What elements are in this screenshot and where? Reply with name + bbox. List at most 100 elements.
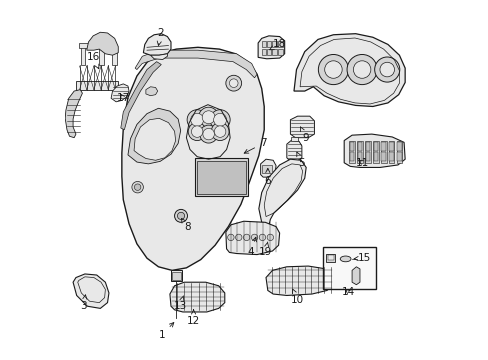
Circle shape — [353, 61, 370, 78]
Text: 17: 17 — [117, 93, 130, 103]
Text: 3: 3 — [81, 295, 87, 311]
Polygon shape — [112, 51, 117, 65]
Circle shape — [259, 234, 265, 240]
Text: 14: 14 — [341, 287, 354, 297]
FancyBboxPatch shape — [325, 254, 335, 262]
FancyBboxPatch shape — [278, 41, 282, 47]
Circle shape — [229, 79, 238, 87]
Polygon shape — [111, 84, 129, 102]
FancyBboxPatch shape — [172, 272, 181, 280]
FancyBboxPatch shape — [349, 152, 353, 161]
FancyBboxPatch shape — [266, 41, 270, 47]
Polygon shape — [73, 274, 109, 309]
Circle shape — [187, 110, 207, 130]
Polygon shape — [150, 54, 167, 59]
FancyBboxPatch shape — [380, 141, 386, 163]
FancyBboxPatch shape — [364, 141, 370, 163]
Polygon shape — [225, 221, 279, 255]
FancyBboxPatch shape — [266, 49, 270, 55]
Circle shape — [379, 62, 394, 77]
FancyBboxPatch shape — [396, 152, 401, 161]
FancyBboxPatch shape — [365, 142, 369, 151]
Polygon shape — [86, 32, 118, 55]
Polygon shape — [351, 267, 359, 285]
Circle shape — [213, 113, 226, 126]
Circle shape — [227, 234, 234, 240]
Circle shape — [132, 181, 143, 193]
Circle shape — [243, 234, 249, 240]
Polygon shape — [99, 45, 104, 65]
FancyBboxPatch shape — [262, 165, 272, 173]
Text: 7: 7 — [244, 139, 266, 153]
Polygon shape — [121, 62, 161, 130]
Text: 19: 19 — [258, 242, 271, 257]
Circle shape — [346, 54, 376, 85]
Polygon shape — [286, 140, 301, 161]
FancyBboxPatch shape — [348, 141, 354, 163]
FancyBboxPatch shape — [322, 247, 376, 289]
FancyBboxPatch shape — [278, 49, 282, 55]
Polygon shape — [258, 36, 284, 59]
Circle shape — [191, 126, 203, 137]
Text: 13: 13 — [173, 296, 186, 311]
FancyBboxPatch shape — [381, 152, 385, 161]
Text: 15: 15 — [353, 253, 370, 263]
FancyBboxPatch shape — [365, 152, 369, 161]
FancyBboxPatch shape — [261, 41, 265, 47]
Circle shape — [202, 111, 215, 124]
Circle shape — [324, 61, 342, 78]
Polygon shape — [290, 116, 314, 138]
Polygon shape — [145, 87, 158, 96]
FancyBboxPatch shape — [357, 142, 362, 151]
FancyBboxPatch shape — [388, 141, 394, 163]
Text: 9: 9 — [300, 127, 308, 143]
FancyBboxPatch shape — [327, 255, 333, 260]
Text: 6: 6 — [264, 168, 270, 186]
Text: 16: 16 — [86, 52, 100, 69]
Circle shape — [210, 110, 230, 130]
Polygon shape — [122, 47, 264, 270]
Text: 4: 4 — [247, 237, 256, 257]
FancyBboxPatch shape — [396, 141, 402, 163]
Polygon shape — [265, 266, 333, 296]
Polygon shape — [79, 43, 90, 48]
Text: 5: 5 — [296, 152, 305, 168]
Polygon shape — [65, 90, 82, 138]
FancyBboxPatch shape — [373, 152, 377, 161]
Text: 8: 8 — [181, 219, 190, 232]
FancyBboxPatch shape — [381, 142, 385, 151]
FancyBboxPatch shape — [372, 141, 378, 163]
Polygon shape — [76, 81, 118, 90]
FancyBboxPatch shape — [349, 142, 353, 151]
Circle shape — [211, 123, 228, 140]
Circle shape — [199, 125, 217, 143]
Circle shape — [198, 107, 218, 127]
Circle shape — [203, 129, 214, 140]
Text: 18: 18 — [269, 40, 285, 50]
Text: 10: 10 — [290, 289, 304, 305]
Circle shape — [374, 57, 399, 82]
FancyBboxPatch shape — [396, 142, 401, 151]
Polygon shape — [134, 118, 175, 160]
Polygon shape — [143, 34, 171, 55]
FancyBboxPatch shape — [290, 137, 297, 141]
Circle shape — [266, 234, 273, 240]
FancyBboxPatch shape — [171, 270, 182, 281]
Polygon shape — [344, 134, 405, 167]
FancyBboxPatch shape — [272, 49, 276, 55]
Text: 11: 11 — [355, 158, 369, 168]
Polygon shape — [293, 34, 405, 107]
Circle shape — [214, 126, 225, 137]
Polygon shape — [260, 159, 276, 177]
Text: 12: 12 — [186, 310, 200, 325]
Circle shape — [318, 54, 348, 85]
Circle shape — [225, 75, 241, 91]
Polygon shape — [128, 108, 180, 164]
Circle shape — [174, 210, 187, 222]
FancyBboxPatch shape — [357, 152, 362, 161]
Circle shape — [190, 113, 203, 126]
Text: 2: 2 — [157, 28, 164, 45]
Circle shape — [251, 234, 257, 240]
Polygon shape — [169, 282, 224, 312]
FancyBboxPatch shape — [388, 142, 393, 151]
